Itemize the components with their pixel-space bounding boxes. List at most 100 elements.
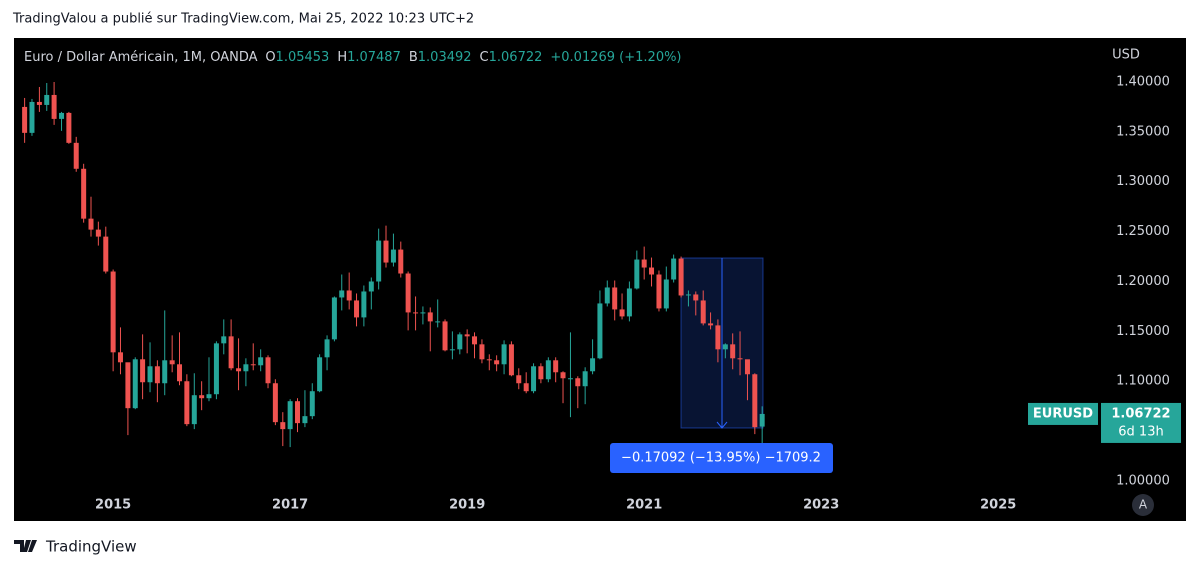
header: TradingValou a publié sur TradingView.co… [12,12,474,27]
y-tick-label: 1.35000 [1116,124,1170,139]
candle-body [206,394,212,399]
candle-body [22,106,28,133]
candle-body [346,290,352,301]
candle-body [494,360,500,365]
candle-body [567,378,573,380]
y-tick-label: 1.25000 [1116,224,1170,239]
candle-body [250,364,256,366]
candle-body [582,371,588,387]
candle-body [59,112,65,119]
ohlc-value: 1.05453 [276,50,330,65]
candle-body [405,273,411,313]
candle-body [634,259,640,289]
candle-body [479,344,485,360]
candle-body [671,258,677,280]
candle-body [523,383,529,392]
y-tick-label: 1.00000 [1116,473,1170,488]
candle-body [737,358,743,360]
candle-body [117,352,123,363]
candle-body [413,312,419,314]
candle-body [73,142,79,169]
candle-body [501,344,507,365]
y-tick-label: 1.20000 [1116,274,1170,289]
candle-body [693,294,699,301]
y-tick-label: 1.15000 [1116,324,1170,339]
candle-body [162,360,168,384]
footer-brand: TradingView [45,538,137,556]
last-price: 1.06722 [1111,406,1170,421]
candle-body [213,343,219,395]
candle-body [280,422,286,430]
candle-body [66,112,72,143]
candle-body [390,249,396,263]
candle-body [508,344,514,376]
y-tick-label: 1.30000 [1116,174,1170,189]
candle-body [228,336,234,369]
candle-body [140,359,146,383]
x-tick-label: 2019 [449,498,485,513]
candle-body [604,287,610,304]
candle-body [597,303,603,359]
candle-body [626,288,632,317]
candle-body [265,357,271,384]
x-tick-label: 2015 [95,498,131,513]
candle-body [759,413,765,427]
y-tick-label: 1.40000 [1116,74,1170,89]
measure-arrow-head [716,421,728,429]
candle-body [125,362,131,409]
ohlc-key: C [480,50,489,65]
candle-body [700,300,706,324]
candle-body [678,258,684,296]
candle-body [435,321,441,323]
candle-body [472,336,478,345]
candle-body [752,374,758,428]
candle-body [29,101,35,133]
x-tick-label: 2021 [626,498,662,513]
chart-panel [14,38,1186,521]
candle-body [132,359,138,409]
candle-body [317,357,323,392]
x-tick-label: 2017 [272,498,308,513]
candle-body [722,344,728,350]
candle-body [744,359,750,375]
legend-title: Euro / Dollar Américain, 1M, OANDA [24,50,258,65]
candle-body [663,279,669,309]
candle-body [612,287,618,310]
candle-body [376,240,382,282]
symbol-tag-bg [1028,402,1098,425]
ohlc-key: B [409,50,418,65]
candle-body [575,378,581,387]
candle-body [339,290,345,298]
scale-button[interactable]: A [1139,498,1148,512]
x-tick-label: 2025 [980,498,1016,513]
candle-body [294,401,300,424]
candle-body [383,240,389,263]
candle-body [420,312,426,314]
scale-button-bg[interactable] [1132,494,1154,516]
candle-body [641,259,647,268]
candle-body [656,274,662,309]
candle-body [51,94,57,119]
candle-body [560,372,566,379]
candle-body [309,391,315,417]
legend: Euro / Dollar Américain, 1M, OANDA O1.054… [24,50,682,65]
ohlc-value: 1.03492 [418,50,472,65]
candle-body [730,344,736,359]
candle-body [715,325,721,350]
candle-body [287,401,293,430]
candle-body [708,323,714,326]
candle-body [221,336,227,344]
candle-body [95,229,101,237]
last-price-bg [1101,402,1181,443]
ohlc-key: O [265,50,275,65]
candle-body [81,168,87,219]
candle-body [590,358,596,372]
candle-body [324,339,330,358]
candle-body [154,366,160,384]
candle-body [103,236,109,272]
ohlc-value: 1.07487 [347,50,401,65]
x-tick-label: 2023 [803,498,839,513]
measure-label-bg [610,443,833,473]
candle-body [553,360,559,373]
